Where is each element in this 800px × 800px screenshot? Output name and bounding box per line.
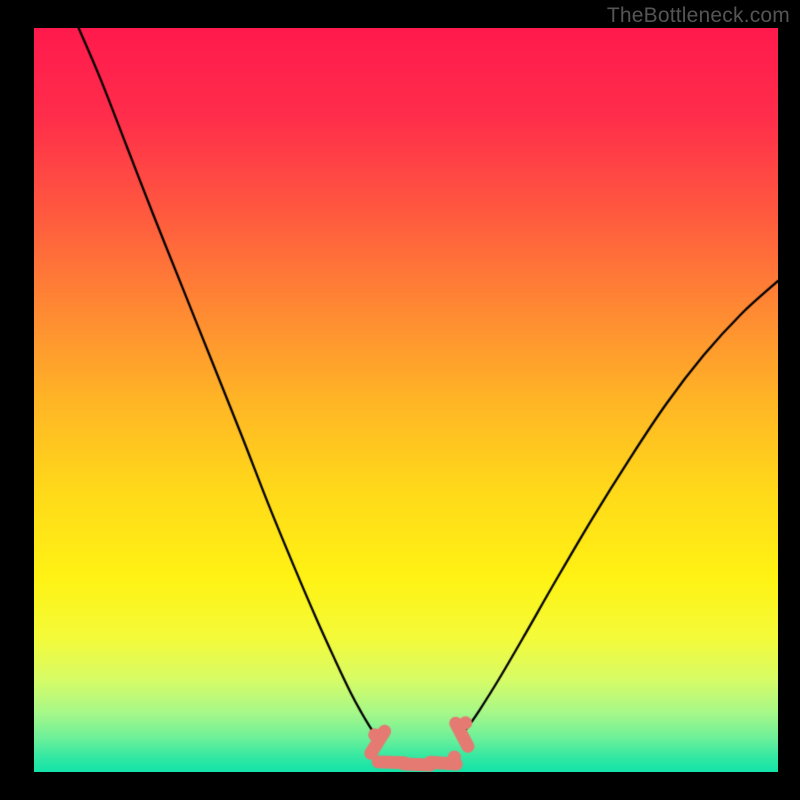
plot-foreground [34, 28, 778, 772]
watermark-text: TheBottleneck.com [607, 4, 790, 28]
stage: TheBottleneck.com [0, 0, 800, 800]
plot-area [34, 28, 778, 772]
